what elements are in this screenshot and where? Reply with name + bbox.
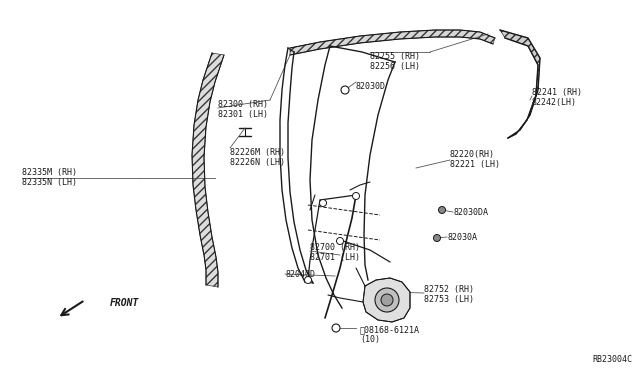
Circle shape (332, 324, 340, 332)
Text: 82226M (RH)
82226N (LH): 82226M (RH) 82226N (LH) (230, 148, 285, 167)
Text: 82255 (RH)
82256 (LH): 82255 (RH) 82256 (LH) (370, 52, 420, 71)
Text: 82220(RH)
82221 (LH): 82220(RH) 82221 (LH) (450, 150, 500, 169)
Polygon shape (363, 278, 410, 322)
Circle shape (353, 192, 360, 199)
Text: FRONT: FRONT (110, 298, 140, 308)
Text: 82335M (RH)
82335N (LH): 82335M (RH) 82335N (LH) (22, 168, 77, 187)
Circle shape (375, 288, 399, 312)
Polygon shape (192, 53, 224, 287)
Polygon shape (500, 30, 540, 138)
Text: 82030D: 82030D (356, 82, 386, 91)
Circle shape (337, 237, 344, 244)
Text: 82040D: 82040D (285, 270, 315, 279)
Text: 82300 (RH)
82301 (LH): 82300 (RH) 82301 (LH) (218, 100, 268, 119)
Circle shape (305, 276, 312, 283)
Polygon shape (290, 30, 495, 55)
Circle shape (438, 206, 445, 214)
Circle shape (341, 86, 349, 94)
Text: 82752 (RH)
82753 (LH): 82752 (RH) 82753 (LH) (424, 285, 474, 304)
Circle shape (381, 294, 393, 306)
Text: Ⓝ08168-6121A
(10): Ⓝ08168-6121A (10) (360, 325, 420, 344)
Text: 82241 (RH)
82242(LH): 82241 (RH) 82242(LH) (532, 88, 582, 108)
Text: 82030DA: 82030DA (453, 208, 488, 217)
Circle shape (319, 199, 326, 206)
Text: 82700 (RH)
82701 (LH): 82700 (RH) 82701 (LH) (310, 243, 360, 262)
Text: 82030A: 82030A (447, 233, 477, 242)
Circle shape (433, 234, 440, 241)
Text: RB23004C: RB23004C (592, 355, 632, 364)
